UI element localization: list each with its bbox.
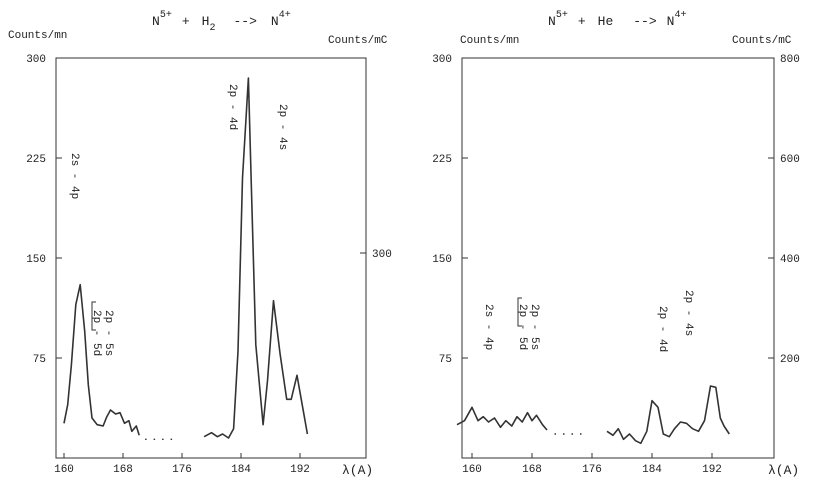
y-axis-label-right: Counts/mC [732,35,792,47]
x-axis-label: λ(A) [342,463,373,478]
x-tick-label: 176 [582,464,602,476]
annotation-2s-4p: 2s - 4p [68,153,80,199]
x-tick-label: 184 [642,464,662,476]
y-tick-left-label: 300 [26,54,46,66]
x-tick-label: 184 [231,464,251,476]
y-tick-left-label: 225 [26,154,46,166]
annotation-2p-4d: 2p - 4d [656,306,668,352]
y-tick-left-label: 300 [432,54,452,66]
chart-title-he: N5+ + He --> N4+ [548,10,686,29]
x-tick-label: 192 [290,464,310,476]
annotation-2p-5s: 2p - 5s [528,304,540,350]
annotation-2p-5s: 2p - 5s [102,310,114,356]
y-tick-left-label: 150 [26,254,46,266]
y-tick-right-label: 200 [780,354,800,366]
y-tick-right-label: 600 [780,154,800,166]
x-axis-label: λ(A) [768,463,799,478]
y-tick-left-label: 150 [432,254,452,266]
y-axis-label-left: Counts/mn [8,30,67,42]
y-axis-label-left: Counts/mn [460,35,519,47]
annotation-2p-4d: 2p - 4d [226,84,238,130]
y-tick-left-label: 75 [33,354,46,366]
plot-frame [55,57,367,459]
chart-he: N5+ + He --> N4+ Counts/mn Counts/mC 75 150 22… [432,10,800,478]
x-tick-label: 168 [522,464,542,476]
y-tick-right-label: 400 [780,254,800,266]
series-line-2 [203,77,309,439]
y-tick-right-label: 800 [780,54,800,66]
annotation-bracket [517,297,522,327]
y-tick-left-label: 225 [432,154,452,166]
annotation-2p-4s: 2p - 4s [276,104,288,150]
y-tick-left-label: 75 [439,354,452,366]
x-tick-label: 176 [172,464,192,476]
annotation-bracket [91,301,96,331]
x-tick-label: 168 [113,464,133,476]
series-line-2 [606,385,730,445]
y-tick-right-label: 300 [372,249,392,261]
annotation-2s-4p: 2s - 4p [482,304,494,350]
y-axis-label-right: Counts/mC [328,35,388,47]
x-tick-label: 192 [702,464,722,476]
chart-title-h2: N5+ + H2 --> N4+ [152,10,291,34]
series-line-0 [63,283,140,436]
series-line-0 [456,406,548,431]
annotation-2p-5d: 2p - 5d [90,310,102,356]
annotation-2p-5d: 2p - 5d [516,304,528,350]
chart-h2: N5+ + H2 --> N4+ Counts/mn Counts/mC 75 150 22… [8,10,392,478]
x-tick-label: 160 [54,464,74,476]
annotation-2p-4s: 2p - 4s [682,290,694,336]
plot-frame [461,57,775,459]
x-tick-label: 160 [462,464,482,476]
